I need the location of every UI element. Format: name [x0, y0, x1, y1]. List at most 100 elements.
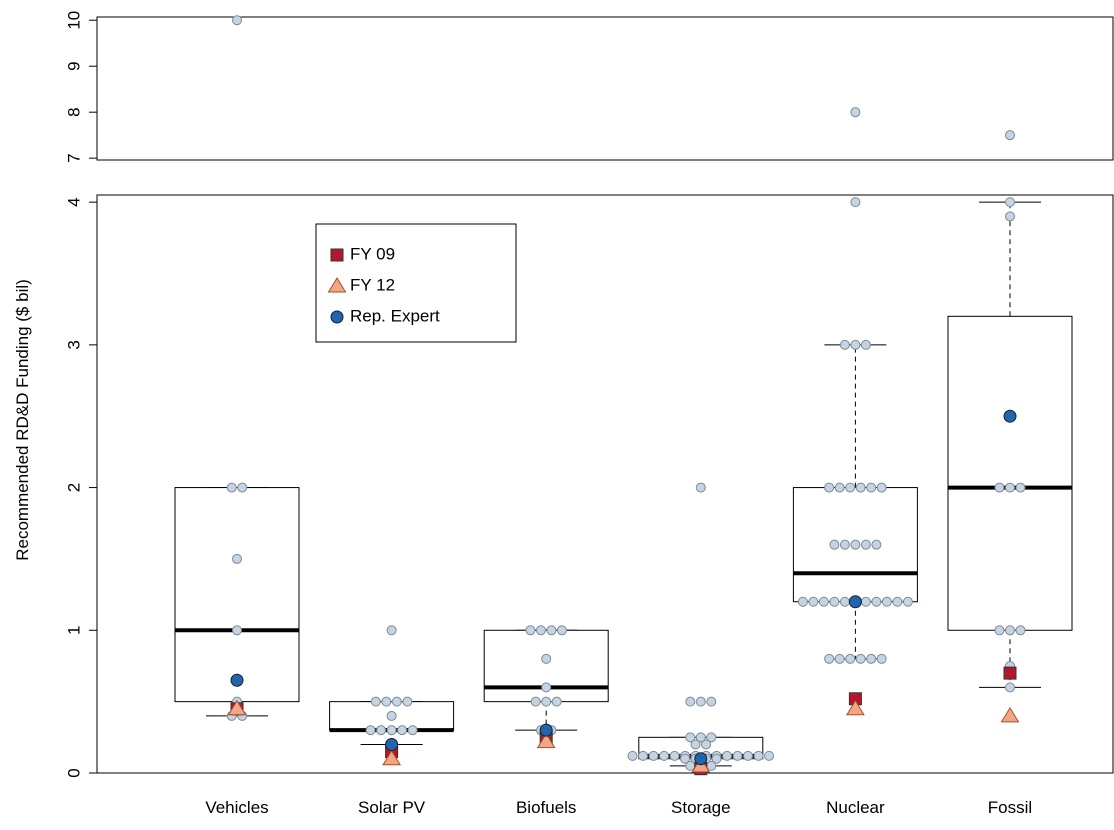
- box: [174, 487, 300, 703]
- fy09-marker: [1003, 666, 1017, 680]
- expert-point: [732, 750, 743, 761]
- expert-point: [706, 696, 717, 707]
- rep-expert-marker: [694, 752, 708, 766]
- panel-frame: [96, 16, 1114, 161]
- expert-point: [706, 732, 717, 743]
- rep-expert-marker: [539, 723, 553, 737]
- expert-point: [397, 725, 408, 736]
- fy12-marker: [382, 749, 401, 766]
- y-tick-label: 2: [64, 483, 83, 492]
- expert-point: [834, 653, 845, 664]
- expert-point: [659, 750, 670, 761]
- expert-point: [376, 725, 387, 736]
- expert-point: [850, 339, 861, 350]
- expert-point: [232, 553, 242, 564]
- expert-point: [680, 753, 691, 764]
- expert-point: [386, 725, 397, 736]
- expert-point: [381, 696, 392, 707]
- y-tick-label: 1: [64, 626, 83, 635]
- expert-point: [1005, 682, 1015, 693]
- expert-point: [764, 750, 775, 761]
- expert-point: [407, 725, 418, 736]
- rep-expert-marker: [848, 595, 862, 609]
- expert-point: [855, 653, 866, 664]
- expert-point: [855, 482, 866, 493]
- expert-point: [839, 596, 850, 607]
- expert-point: [541, 653, 552, 664]
- fy12-marker: [1000, 706, 1020, 723]
- expert-point: [902, 596, 913, 607]
- y-tick-label: 7: [64, 153, 83, 162]
- rep-expert-marker: [1003, 409, 1017, 423]
- expert-point: [850, 107, 861, 118]
- expert-point: [1005, 482, 1015, 493]
- fy12-marker: [536, 732, 556, 749]
- expert-point: [370, 696, 381, 707]
- y-axis-label: Recommended RD&D Funding ($ bil): [13, 279, 32, 561]
- expert-point: [232, 15, 242, 26]
- expert-point: [829, 596, 840, 607]
- legend-label: Rep. Expert: [350, 306, 440, 325]
- expert-point: [1015, 625, 1026, 636]
- expert-point: [541, 696, 552, 707]
- expert-point: [839, 539, 850, 550]
- expert-point: [743, 750, 754, 761]
- expert-point: [402, 696, 413, 707]
- expert-point: [753, 750, 764, 761]
- legend-label: FY 09: [350, 244, 395, 263]
- expert-point: [1005, 130, 1015, 141]
- expert-point: [892, 596, 903, 607]
- expert-point: [881, 596, 892, 607]
- expert-point: [546, 625, 557, 636]
- expert-point: [808, 596, 819, 607]
- expert-point: [525, 625, 536, 636]
- expert-point: [876, 653, 887, 664]
- expert-point: [1005, 197, 1015, 208]
- expert-point: [871, 596, 882, 607]
- rep-expert-marker: [330, 310, 344, 324]
- expert-point: [1015, 482, 1026, 493]
- expert-point: [818, 596, 829, 607]
- expert-point: [876, 482, 887, 493]
- x-tick-label: Vehicles: [205, 798, 268, 817]
- box: [947, 315, 1073, 631]
- expert-point: [386, 710, 397, 721]
- expert-point: [701, 739, 712, 750]
- expert-point: [866, 482, 877, 493]
- expert-point: [829, 539, 840, 550]
- expert-point: [866, 653, 877, 664]
- expert-point: [541, 682, 552, 693]
- expert-point: [824, 482, 835, 493]
- y-tick-label: 4: [64, 197, 83, 206]
- expert-point: [871, 539, 882, 550]
- expert-point: [226, 482, 237, 493]
- expert-point: [839, 339, 850, 350]
- expert-point: [824, 653, 835, 664]
- fy12-marker: [327, 277, 347, 293]
- y-tick-label: 8: [64, 107, 83, 116]
- expert-point: [1005, 625, 1015, 636]
- expert-point: [386, 625, 397, 636]
- rep-expert-marker: [230, 673, 244, 687]
- expert-point: [551, 696, 562, 707]
- expert-point: [535, 625, 546, 636]
- expert-point: [994, 482, 1005, 493]
- expert-point: [530, 696, 541, 707]
- fy09-marker: [330, 248, 344, 262]
- expert-point: [845, 653, 856, 664]
- expert-point: [834, 482, 845, 493]
- expert-point: [1005, 211, 1015, 222]
- legend-label: FY 12: [350, 275, 395, 294]
- expert-point: [365, 725, 376, 736]
- expert-point: [237, 482, 248, 493]
- expert-point: [695, 732, 706, 743]
- expert-point: [850, 539, 861, 550]
- expert-point: [627, 750, 638, 761]
- expert-point: [722, 750, 733, 761]
- y-tick-label: 0: [64, 768, 83, 777]
- expert-point: [690, 739, 701, 750]
- fy12-marker: [227, 699, 247, 716]
- expert-point: [860, 596, 871, 607]
- expert-point: [669, 750, 680, 761]
